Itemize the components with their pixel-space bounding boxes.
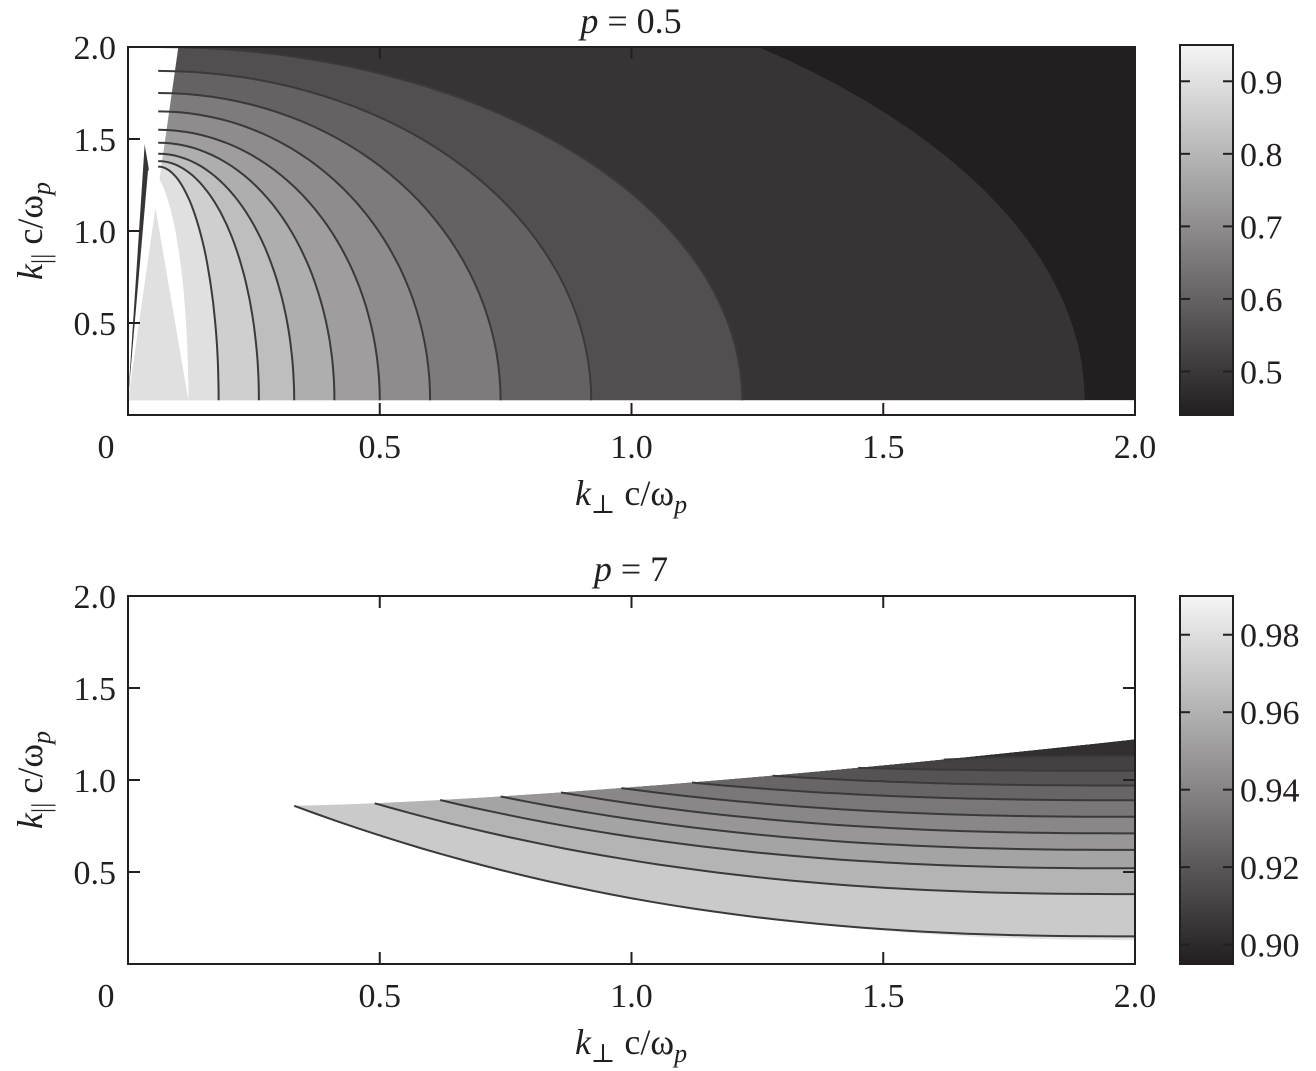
contour-line — [158, 141, 336, 401]
x-tick-label: 1.5 — [862, 429, 905, 466]
y-tick-label: 2.0 — [74, 30, 117, 67]
contour-line — [439, 799, 1135, 870]
x-tick-label: 0.5 — [359, 429, 402, 466]
x-tick-label: 1.5 — [862, 978, 905, 1015]
y-tick-label: 2.0 — [74, 579, 117, 616]
colorbar-p-0.5: 0.5 0.6 0.7 0.8 0.9 — [1179, 44, 1283, 416]
panel1-y-ticks: 0.5 1.0 1.5 2.0 — [74, 30, 1135, 343]
colorbar-tick-label: 0.9 — [1240, 64, 1283, 101]
colorbar-tick-label: 0.94 — [1240, 773, 1300, 810]
panel-p-0.5: p = 0.5 0 0.5 1.0 1.5 2.0 0.5 1.0 1.5 2.0 k⊥ c/… — [10, 1, 1283, 519]
contour-line — [621, 787, 1135, 818]
contour-line — [158, 128, 381, 401]
colorbar-tick-label: 0.96 — [1240, 695, 1300, 732]
contours-p-7 — [293, 755, 1135, 938]
panel2-x-label: k⊥ c/ωp — [575, 1022, 687, 1068]
contour-line — [158, 165, 220, 401]
colorbar-p-7: 0.90 0.92 0.94 0.96 0.98 — [1179, 595, 1300, 965]
x-tick-label: 0 — [98, 978, 115, 1015]
x-tick-label: 2.0 — [1114, 978, 1157, 1015]
y-tick-label: 0.5 — [74, 855, 117, 892]
contours-p-0.5 — [158, 47, 744, 401]
band — [943, 739, 1135, 760]
y-tick-label: 1.5 — [74, 671, 117, 708]
colorbar-tick-label: 0.7 — [1240, 209, 1283, 246]
colorbar2-ticks: 0.90 0.92 0.94 0.96 0.98 — [1180, 618, 1300, 965]
colorbar1-ticks: 0.5 0.6 0.7 0.8 0.9 — [1180, 64, 1283, 391]
panel2-x-ticks: 0 0.5 1.0 1.5 2.0 — [98, 596, 1157, 1015]
colorbar2-gradient — [1179, 595, 1234, 965]
x-tick-label: 1.0 — [610, 978, 653, 1015]
contour-line — [158, 152, 296, 401]
contour-line — [691, 781, 1135, 802]
contour-line — [158, 110, 432, 401]
contour-line — [293, 804, 1135, 938]
contour-line — [374, 802, 1135, 896]
panel1-y-label: k|| c/ωp — [10, 182, 56, 280]
panel-p-7: p = 7 0 0.5 1.0 1.5 2.0 0.5 1.0 1.5 2.0 k⊥ c/ωp… — [10, 549, 1300, 1068]
panel2-title: p = 7 — [591, 549, 668, 589]
contour-line — [500, 795, 1135, 851]
y-tick-label: 1.0 — [74, 763, 117, 800]
y-tick-label: 1.0 — [74, 214, 117, 251]
colorbar-tick-label: 0.92 — [1240, 850, 1300, 887]
colorbar-tick-label: 0.90 — [1240, 928, 1300, 965]
colorbar1-gradient — [1179, 44, 1234, 416]
panel1-title: p = 0.5 — [577, 1, 681, 41]
y-tick-label: 0.5 — [74, 306, 117, 343]
contour-line — [158, 47, 744, 401]
y-tick-label: 1.5 — [74, 122, 117, 159]
colorbar-tick-label: 0.98 — [1240, 618, 1300, 655]
panel1-x-ticks: 0 0.5 1.0 1.5 2.0 — [98, 47, 1157, 466]
colorbar-tick-label: 0.5 — [1240, 354, 1283, 391]
contour-line — [158, 69, 593, 401]
colorbar-tick-label: 0.8 — [1240, 137, 1283, 174]
colorbar-tick-label: 0.6 — [1240, 282, 1283, 319]
x-tick-label: 0 — [98, 429, 115, 466]
contour-line — [772, 774, 1135, 787]
panel1-x-label: k⊥ c/ωp — [575, 473, 687, 519]
contour-line — [943, 755, 1135, 761]
heatmap-p-0.5 — [128, 47, 1135, 415]
panel2-y-ticks: 0.5 1.0 1.5 2.0 — [74, 579, 1135, 892]
x-tick-label: 2.0 — [1114, 429, 1157, 466]
empty-region — [128, 47, 189, 401]
x-tick-label: 1.0 — [610, 429, 653, 466]
contour-line — [158, 160, 260, 401]
contour-line — [158, 92, 502, 401]
contour-line — [858, 766, 1135, 772]
panel2-y-label: k|| c/ωp — [10, 731, 56, 829]
contour-line — [560, 791, 1135, 835]
x-tick-label: 0.5 — [359, 978, 402, 1015]
